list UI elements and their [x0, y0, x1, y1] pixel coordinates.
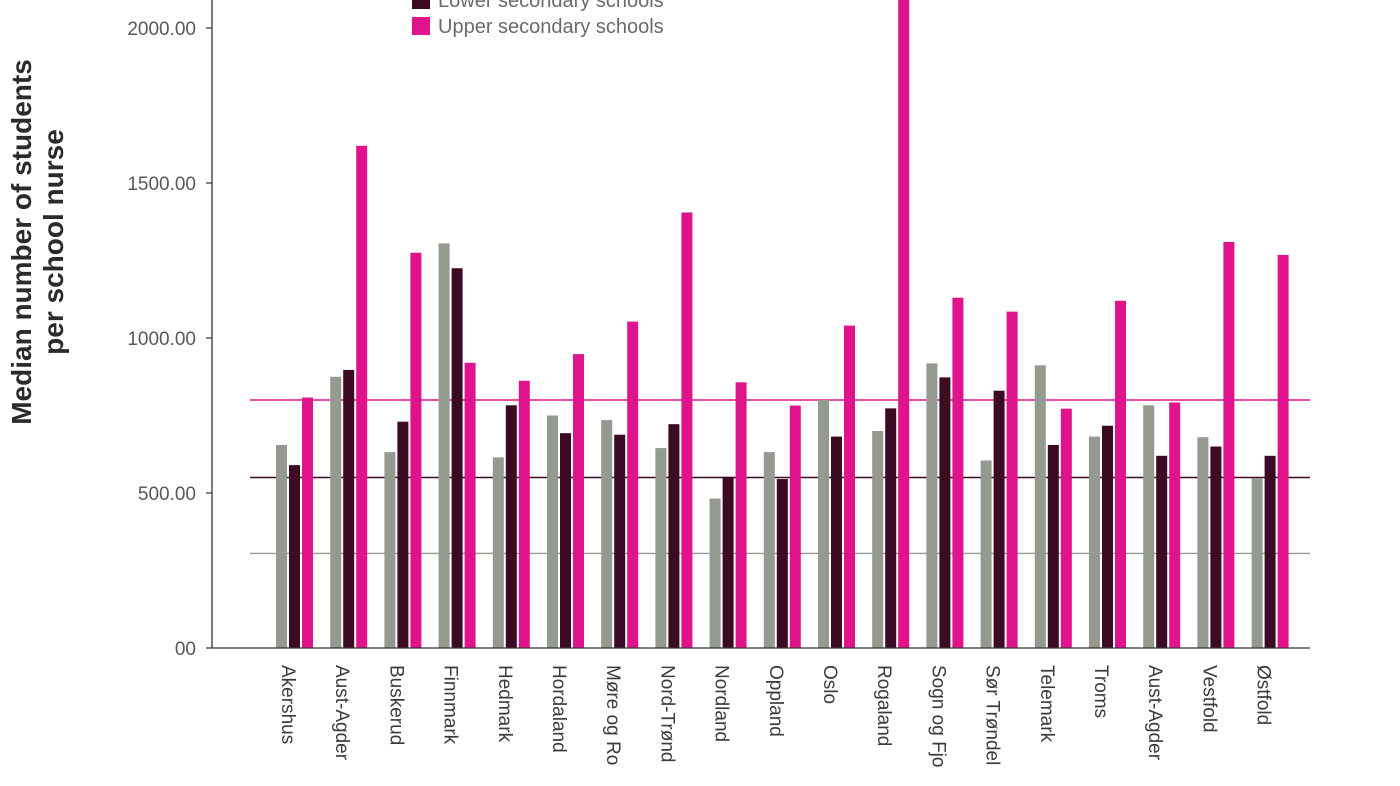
bar-series-0-18: [1251, 478, 1263, 648]
bar-series-0-7: [655, 448, 667, 648]
x-tick-label-7: Nord-Trønd: [656, 665, 677, 762]
x-tick-label-4: Hedmark: [494, 665, 515, 743]
bar-series-2-2: [410, 252, 422, 648]
bar-series-0-17: [1197, 437, 1209, 648]
bar-series-2-11: [898, 0, 910, 648]
bar-series-0-4: [492, 457, 504, 648]
legend: Lower secondary schools Upper secondary s…: [412, 0, 664, 38]
bar-series-0-2: [384, 452, 396, 648]
bar-series-2-13: [1006, 311, 1018, 648]
x-tick-label-1: Aust-Agder: [331, 665, 352, 761]
legend-swatch-1: [412, 17, 430, 35]
bar-series-1-14: [1047, 444, 1059, 648]
bar-series-2-7: [681, 212, 693, 648]
bar-series-2-16: [1169, 402, 1181, 648]
x-tick-labels: Akershus Aust-Agder Buskerud Finnmark Hedmar…: [277, 665, 1274, 767]
x-tick-label-11: Rogaland: [873, 665, 894, 746]
bar-series-2-18: [1277, 254, 1289, 649]
bar-series-2-5: [573, 354, 584, 648]
legend-swatch-0: [412, 0, 430, 9]
y-tick-label-1: 500.00: [138, 484, 196, 505]
axes: [211, 0, 1310, 649]
y-tick-label-0: 00: [175, 639, 196, 660]
bar-series-1-13: [993, 390, 1005, 648]
bar-series-1-9: [776, 479, 788, 648]
x-tick-label-10: Oslo: [819, 665, 840, 704]
bar-series-2-4: [518, 380, 530, 648]
bar-series-2-12: [952, 297, 964, 648]
bar-series-2-15: [1115, 300, 1126, 648]
bar-series-1-2: [397, 421, 409, 648]
x-tick-label-3: Finnmark: [440, 665, 461, 745]
bar-series-1-18: [1264, 455, 1276, 648]
bar-series-1-12: [939, 377, 951, 648]
bar-series-1-17: [1210, 446, 1222, 648]
bar-series-2-8: [735, 382, 747, 648]
bar-series-0-8: [709, 498, 721, 648]
bar-series-2-10: [844, 325, 855, 648]
bar-series-1-3: [451, 268, 463, 648]
bar-series-0-10: [818, 400, 829, 648]
x-tick-label-16: Aust-Agder: [1144, 665, 1165, 761]
bar-series-0-3: [438, 243, 450, 648]
x-tick-label-8: Nordland: [711, 665, 732, 742]
y-ticks: 00 500.00 1000.00 1500.00 2000.00: [127, 19, 212, 660]
x-tick-label-5: Hordaland: [548, 665, 569, 753]
x-tick-label-13: Sør Trøndel: [982, 665, 1003, 765]
x-tick-label-14: Telemark: [1036, 665, 1057, 743]
bar-series-0-14: [1034, 365, 1046, 648]
y-tick-label-2: 1000.00: [127, 329, 196, 350]
bar-series-0-11: [872, 431, 884, 648]
bar-series-1-1: [343, 369, 355, 648]
y-axis-label: Median number of students per school nur…: [6, 59, 69, 425]
bar-series-0-15: [1089, 436, 1100, 648]
x-tick-label-12: Sogn og Fjo: [927, 665, 948, 767]
bar-series-0-1: [330, 376, 342, 648]
bar-series-2-17: [1223, 241, 1235, 648]
y-tick-label-4: 2000.00: [127, 19, 196, 40]
y-tick-label-3: 1500.00: [127, 174, 196, 195]
bar-series-2-0: [302, 397, 313, 648]
bar-series-2-1: [356, 145, 368, 649]
bar-series-1-10: [831, 436, 842, 648]
bar-series-2-6: [627, 321, 639, 648]
bar-series-1-0: [289, 465, 300, 648]
bar-series-0-5: [547, 415, 558, 648]
y-axis-label-line-1: Median number of students: [6, 59, 37, 425]
bar-series-1-6: [614, 434, 626, 648]
bar-series-0-0: [276, 444, 287, 648]
bar-series-0-6: [601, 420, 613, 648]
bar-series-0-9: [763, 452, 775, 648]
bar-series-1-16: [1156, 455, 1168, 648]
bar-series-2-9: [789, 405, 801, 648]
x-tick-label-9: Oppland: [765, 665, 786, 737]
bar-series-1-15: [1102, 425, 1113, 648]
bar-series-2-14: [1060, 408, 1072, 648]
bar-series-0-16: [1143, 405, 1155, 648]
x-tick-label-18: Østfold: [1253, 665, 1274, 725]
bar-series-1-7: [668, 424, 680, 648]
legend-label-0: Lower secondary schools: [438, 0, 664, 12]
bar-series-1-11: [885, 408, 897, 648]
y-axis-label-line-2: per school nurse: [38, 129, 69, 355]
legend-label-1: Upper secondary schools: [438, 16, 664, 38]
x-tick-label-2: Buskerud: [385, 665, 406, 745]
bar-series-2-3: [464, 362, 476, 648]
bar-series-1-5: [560, 433, 571, 648]
x-tick-label-15: Troms: [1090, 665, 1111, 718]
bar-series-0-13: [980, 460, 992, 648]
bars: [276, 0, 1289, 649]
bar-series-1-8: [722, 476, 734, 648]
x-tick-label-6: Møre og Ro: [602, 665, 623, 765]
x-tick-label-17: Vestfold: [1198, 665, 1219, 733]
x-tick-label-0: Akershus: [277, 665, 298, 744]
bar-series-1-4: [505, 405, 517, 648]
bar-series-0-12: [926, 363, 938, 648]
